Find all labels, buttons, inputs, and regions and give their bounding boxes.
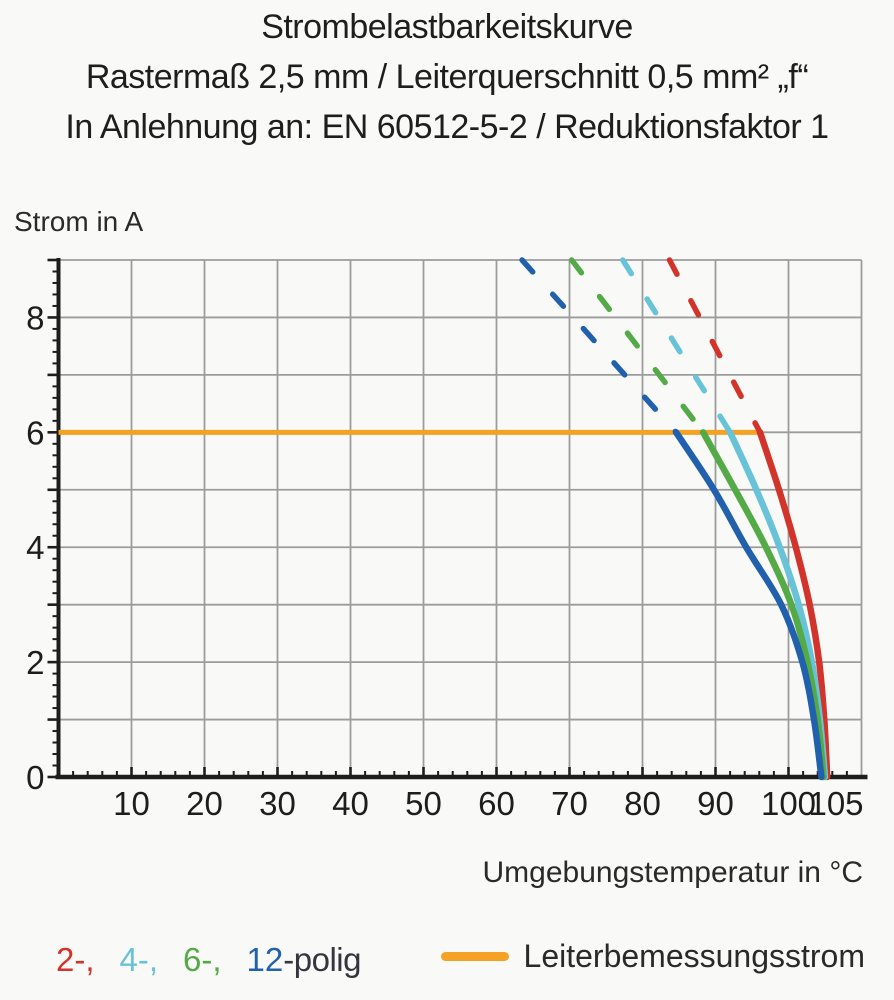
x-tick-label: 20 (186, 785, 223, 822)
chart-title-line2: Rastermaß 2,5 mm / Leiterquerschnitt 0,5… (85, 58, 809, 96)
legend-pole-item: 12-polig (246, 941, 362, 979)
curve-solid-2-polig (756, 429, 831, 781)
x-tick-label: 100 (761, 785, 816, 822)
rated-current-label: Leiterbemessungsstrom (523, 938, 865, 974)
rated-current-legend: Leiterbemessungsstrom (440, 938, 865, 975)
legend-pole-item: 2-, (56, 941, 95, 979)
curve-dashed-6-polig (568, 257, 706, 436)
y-axis-title: Strom in A (14, 206, 144, 237)
x-tick-label: 105 (808, 785, 863, 822)
y-tick-label: 4 (26, 529, 44, 566)
curve-solid-12-polig (672, 429, 825, 781)
y-tick-label: 0 (26, 759, 44, 796)
x-axis-title: Umgebungstemperatur in °C (482, 856, 863, 889)
legend-pole-number: 4-, (119, 941, 159, 978)
y-tick-label: 8 (26, 299, 44, 336)
legend-pole-number: 2-, (56, 941, 95, 978)
x-tick-label: 70 (551, 785, 588, 822)
legend-pole-number: 6-, (183, 941, 222, 978)
x-tick-label: 40 (332, 785, 369, 822)
chart-title-block: Strombelastbarkeitskurve Rastermaß 2,5 m… (0, 2, 894, 152)
legend-pole-item: 4-, (120, 941, 159, 979)
x-tick-label: 50 (405, 785, 442, 822)
legend-pole-suffix: -polig (283, 941, 361, 978)
curve-dashed-12-polig (519, 257, 679, 436)
curve-solid-6-polig (699, 429, 827, 781)
curve-dashed-4-polig (620, 257, 733, 436)
x-tick-label: 60 (478, 785, 515, 822)
chart-title-line3: In Anlehnung an: EN 60512-5-2 / Reduktio… (65, 108, 829, 146)
x-tick-label: 90 (697, 785, 734, 822)
poles-legend: 2-, 4-, 6-, 12-polig (56, 941, 361, 979)
legend-pole-item: 6-, (183, 941, 222, 979)
x-tick-label: 80 (624, 785, 661, 822)
chart-title-line1: Strombelastbarkeitskurve (261, 8, 633, 46)
y-tick-label: 6 (26, 414, 44, 451)
x-tick-label: 10 (113, 785, 150, 822)
y-tick-label: 2 (26, 644, 44, 681)
curve-dashed-2-polig (666, 257, 763, 436)
x-tick-label: 30 (259, 785, 296, 822)
legend-pole-number: 12 (246, 941, 284, 978)
rated-current-swatch (440, 952, 509, 961)
